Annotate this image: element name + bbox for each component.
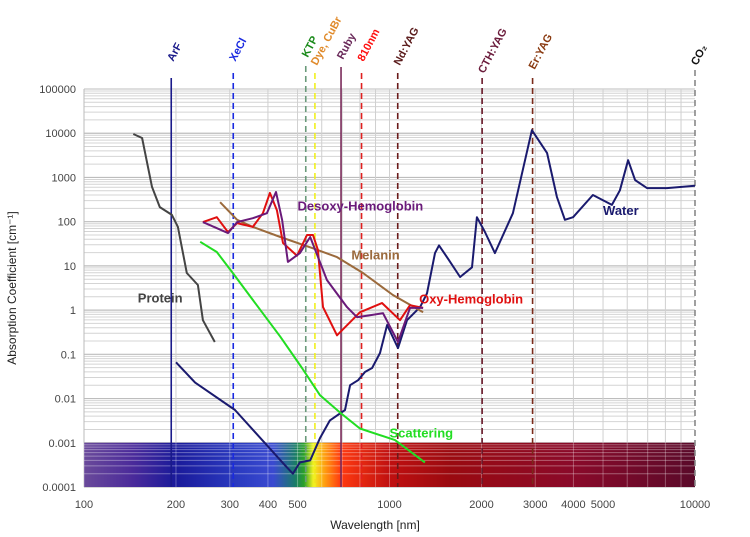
curve-labels: Protein Desoxy-Hemoglobin Melanin Oxy-Hemog… (138, 198, 639, 440)
x-tick-label: 200 (167, 499, 185, 511)
y-tick-label: 10 (64, 261, 76, 273)
x-tick-label: 10000 (680, 499, 711, 511)
laser-label: Er:YAG (527, 32, 555, 71)
series-line-protein (132, 133, 216, 343)
band-gridlines (83, 442, 695, 487)
y-axis-label: Absorption Coefficient [cm⁻¹] (5, 211, 19, 365)
visible-spectrum-band (84, 442, 695, 487)
laser-label: XeCl (227, 36, 249, 63)
x-tick-label: 2000 (469, 499, 493, 511)
y-tick-label: 100000 (39, 84, 76, 96)
x-tick-label: 5000 (591, 499, 615, 511)
laser-label: CTH:YAG (476, 26, 510, 75)
x-tick-label: 4000 (561, 499, 585, 511)
curve-label-protein: Protein (138, 290, 183, 305)
x-tick-label: 300 (221, 499, 239, 511)
x-axis-label: Wavelength [nm] (330, 518, 420, 532)
y-tick-label: 0.001 (48, 438, 76, 450)
y-tick-label: 0.1 (61, 349, 76, 361)
y-tick-labels: 100000 10000 1000 100 10 1 0.1 0.01 0.001 0.0001 (39, 84, 76, 494)
curve-label-melanin: Melanin (351, 247, 399, 262)
x-tick-label: 500 (288, 499, 306, 511)
laser-label: Nd:YAG (392, 25, 422, 67)
y-tick-label: 0.0001 (42, 482, 76, 494)
y-tick-label: 1 (70, 305, 76, 317)
x-tick-label: 3000 (523, 499, 547, 511)
x-tick-labels: 100 200 300 400 500 1000 2000 3000 4000 5000 10000 (75, 499, 710, 511)
x-tick-label: 1000 (377, 499, 401, 511)
curve-label-water: Water (603, 203, 639, 218)
series-line-desoxy-hemoglobin (202, 191, 424, 343)
y-tick-label: 1000 (52, 172, 76, 184)
y-tick-label: 100 (58, 217, 76, 229)
curve-label-oxy-hemoglobin: Oxy-Hemoglobin (419, 292, 523, 307)
series-line-melanin (219, 201, 424, 314)
x-tick-label: 100 (75, 499, 93, 511)
laser-label: ArF (165, 41, 185, 64)
laser-label: 810nm (356, 27, 383, 64)
curve-label-scattering: Scattering (390, 426, 454, 441)
curve-label-desoxy-hemoglobin: Desoxy-Hemoglobin (298, 198, 424, 213)
series-line-scattering (199, 240, 426, 464)
series-group (132, 129, 696, 475)
x-tick-label: 400 (259, 499, 277, 511)
series-line-water (175, 129, 696, 475)
laser-label: CO₂ (689, 43, 710, 68)
y-tick-label: 10000 (45, 128, 76, 140)
y-tick-label: 0.01 (55, 394, 76, 406)
series-line-oxy-hemoglobin (202, 191, 424, 337)
